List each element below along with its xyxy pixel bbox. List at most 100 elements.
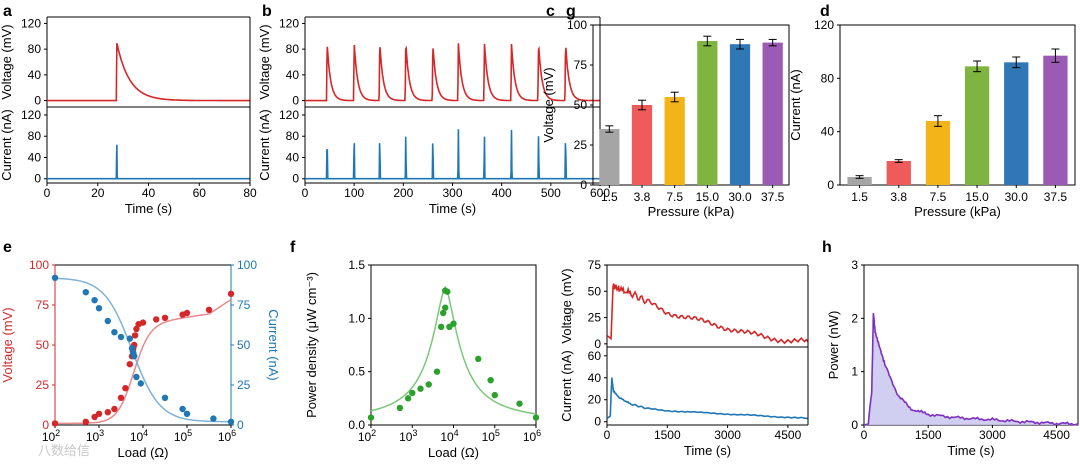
x-tick-label: 1.5 — [601, 190, 618, 204]
x-tick-label: 3000 — [979, 428, 1006, 442]
x-tick-label: 15.0 — [965, 190, 989, 204]
x-axis-label: Pressure (kPa) — [648, 204, 735, 219]
y-tick-label: 50 — [588, 284, 602, 298]
y-tick-label: 0 — [292, 94, 299, 108]
voltage-point — [95, 410, 103, 417]
y-tick-label: 40 — [28, 150, 42, 164]
power-point — [442, 304, 449, 311]
y-tick-label: 2 — [851, 311, 858, 325]
y-tick-label: 25 — [574, 138, 588, 152]
power-point — [409, 389, 416, 397]
x-tick-exponent: 3 — [99, 428, 104, 438]
chart-panel-g: g 0 25 50 75 Voltage (mV) 0 20 40 60 Current (nA) 0… — [559, 3, 809, 458]
voltage-series-line — [305, 43, 600, 102]
x-tick-label: 300 — [442, 186, 462, 200]
current-point — [91, 297, 98, 304]
x-tick-label: 30.0 — [1005, 190, 1029, 204]
current-point — [126, 335, 133, 342]
y-tick-label: 40 — [286, 150, 300, 164]
x-tick-label: 80 — [243, 186, 257, 200]
current-point — [117, 333, 125, 341]
x-axis-label: Time (s) — [684, 443, 731, 458]
x-tick-exponent: 2 — [371, 428, 376, 438]
x-tick-exponent: 5 — [187, 428, 192, 438]
x-tick-label: 7.5 — [666, 190, 683, 204]
voltage-point — [82, 418, 90, 425]
y-tick-label: 120 — [279, 108, 299, 122]
y-axis-label: Voltage (mV) — [257, 24, 272, 99]
x-tick-label: 1.5 — [851, 190, 868, 204]
x-tick-label: 500 — [541, 186, 561, 200]
x-tick-label: 0 — [604, 428, 611, 442]
chart-panel-d: d 0 40 80 120 Current (nA) 1.5 3.8 7.5 15.0 30.0 37… — [788, 3, 1076, 219]
voltage-point — [153, 316, 160, 323]
current-series-line — [47, 144, 250, 180]
y-axis-label: Current (nA) — [788, 69, 803, 141]
y-axis-label: Power density (μW cm⁻³) — [304, 272, 319, 418]
x-tick-label: 103 — [86, 428, 104, 444]
voltage-point — [51, 420, 59, 427]
y-tick-label: 80 — [28, 42, 42, 56]
x-tick-label: 600 — [590, 186, 610, 200]
y-tick-label: 0 — [594, 337, 601, 351]
bar — [847, 177, 872, 185]
y-axis-label: Current (nA) — [559, 350, 574, 422]
y-axis-label: Voltage (mV) — [559, 268, 574, 343]
x-tick-label: 0 — [44, 186, 51, 200]
x-tick-label: 20 — [91, 186, 105, 200]
x-tick-label: 40 — [142, 186, 156, 200]
voltage-point — [131, 332, 139, 339]
x-tick-label: 104 — [440, 428, 458, 444]
x-tick-label: 102 — [42, 428, 60, 444]
current-point — [104, 317, 112, 325]
y-tick-label: 75 — [237, 298, 251, 312]
panel-letter: c — [546, 3, 555, 20]
watermark-text: 八数给信 — [38, 443, 90, 458]
y-tick-label: 1.5 — [348, 258, 365, 272]
y-tick-label: 25 — [237, 378, 251, 392]
x-tick-label: 105 — [174, 428, 192, 444]
power-point — [444, 288, 451, 295]
x-tick-label: 106 — [523, 428, 541, 444]
power-series-line — [863, 313, 1079, 426]
current-point — [183, 410, 191, 417]
voltage-point — [133, 325, 140, 333]
x-tick-exponent: 6 — [231, 428, 236, 438]
y-tick-label: 0 — [42, 418, 49, 432]
x-tick-label: 100 — [344, 186, 364, 200]
y-tick-label: 0 — [580, 178, 587, 192]
y-tick-label: 0.0 — [348, 418, 365, 432]
x-tick-label: 102 — [358, 428, 376, 444]
y-tick-label: 0 — [594, 415, 601, 429]
y-tick-label: 20 — [588, 393, 602, 407]
plot-frame — [592, 24, 790, 186]
power-point — [425, 381, 432, 388]
y-tick-label: 50 — [574, 98, 588, 112]
y-tick-label: 80 — [286, 42, 300, 56]
x-tick-label: 104 — [130, 428, 148, 444]
x-tick-label: 3.8 — [634, 190, 651, 204]
bar — [631, 105, 653, 185]
x-axis-label: Load (Ω) — [118, 445, 169, 460]
power-fit-curve — [370, 285, 537, 415]
panel-letter: e — [3, 239, 12, 256]
x-tick-label: 3.8 — [890, 190, 907, 204]
chart-panel-h: h 0 1 2 3 Power (nW) 0 1500 3000 4500 Time (s) — [822, 239, 1079, 458]
y-tick-label: 60 — [588, 349, 602, 363]
power-point — [396, 404, 404, 412]
x-tick-label: 0 — [302, 186, 309, 200]
x-tick-label: 103 — [399, 428, 417, 444]
x-tick-label: 37.5 — [1044, 190, 1068, 204]
y-tick-label: 80 — [821, 71, 835, 85]
chart-panel-c: c 0 25 50 75 100 Voltage (mV) 1.5 3.8 7.5 15.0 30.0… — [541, 3, 790, 219]
current-point — [161, 394, 169, 401]
bar — [925, 121, 951, 185]
x-tick-label: 200 — [393, 186, 413, 200]
voltage-point — [205, 306, 213, 313]
plot-frame — [839, 24, 1076, 186]
y-tick-label: 100 — [237, 258, 257, 272]
x-tick-label: 4500 — [1043, 428, 1070, 442]
voltage-series-line — [47, 43, 250, 102]
